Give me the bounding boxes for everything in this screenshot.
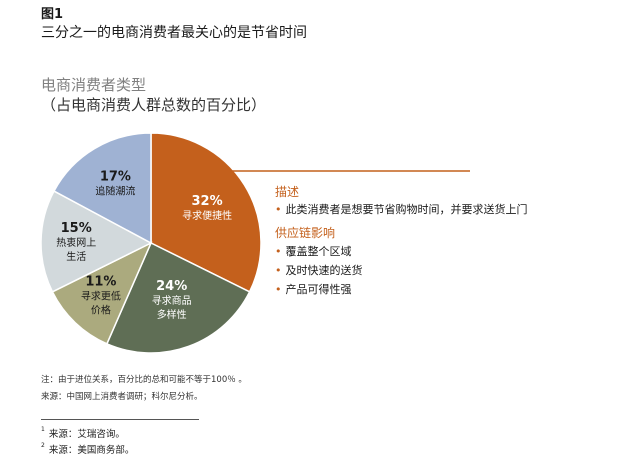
pie-slice bbox=[105, 241, 251, 354]
callout-desc-item: • 此类消费者是想要节省购物时间，并要求送货上门 bbox=[275, 203, 528, 216]
footnote-divider bbox=[41, 419, 199, 420]
slice-percent-label: 32% bbox=[192, 194, 223, 209]
slice-category-label: 寻求商品 bbox=[152, 294, 192, 307]
footnote: 2 来源：美国商务部。 bbox=[41, 442, 135, 456]
bullet-icon: • bbox=[275, 264, 282, 277]
footnote: 1 来源：艾瑞咨询。 bbox=[41, 426, 125, 440]
slice-percent-label: 15% bbox=[61, 221, 92, 236]
bullet-icon: • bbox=[275, 283, 282, 296]
slice-category-label: 热衷网上 bbox=[56, 236, 96, 249]
pie-slice bbox=[51, 241, 153, 345]
slice-category-label: 寻求便捷性 bbox=[182, 209, 232, 222]
slice-percent-label: 11% bbox=[85, 275, 116, 290]
figure-label: 图1 bbox=[41, 7, 64, 22]
slice-category-label: 生活 bbox=[66, 250, 86, 263]
callout-supply-item: • 及时快速的送货 bbox=[275, 264, 363, 277]
slice-category-label: 追随潮流 bbox=[95, 185, 135, 198]
source-note: 来源：中国网上消费者调研；科尔尼分析。 bbox=[41, 392, 203, 402]
callout-supply-item: • 产品可得性强 bbox=[275, 283, 352, 296]
slice-category-label: 价格 bbox=[91, 304, 111, 317]
slice-category-label: 多样性 bbox=[157, 308, 187, 321]
callout-supply-heading: 供应链影响 bbox=[275, 226, 336, 240]
figure-title: 三分之一的电商消费者最关心的是节省时间 bbox=[41, 25, 307, 41]
bullet-icon: • bbox=[275, 203, 282, 216]
slice-category-label: 寻求更低 bbox=[81, 290, 121, 303]
chart-subtitle: （占电商消费人群总数的百分比） bbox=[41, 96, 267, 114]
rounding-note: 注：由于进位关系，百分比的总和可能不等于100％ 。 bbox=[41, 375, 247, 385]
callout-desc-heading: 描述 bbox=[275, 185, 300, 199]
slice-percent-label: 17% bbox=[100, 170, 131, 185]
slice-percent-label: 24% bbox=[156, 279, 187, 294]
pie-slice bbox=[53, 132, 152, 245]
pie-slice bbox=[40, 190, 153, 293]
callout-supply-item: • 覆盖整个区域 bbox=[275, 245, 352, 258]
pie-slice bbox=[150, 132, 262, 293]
bullet-icon: • bbox=[275, 245, 282, 258]
chart-title: 电商消费者类型 bbox=[41, 76, 147, 94]
